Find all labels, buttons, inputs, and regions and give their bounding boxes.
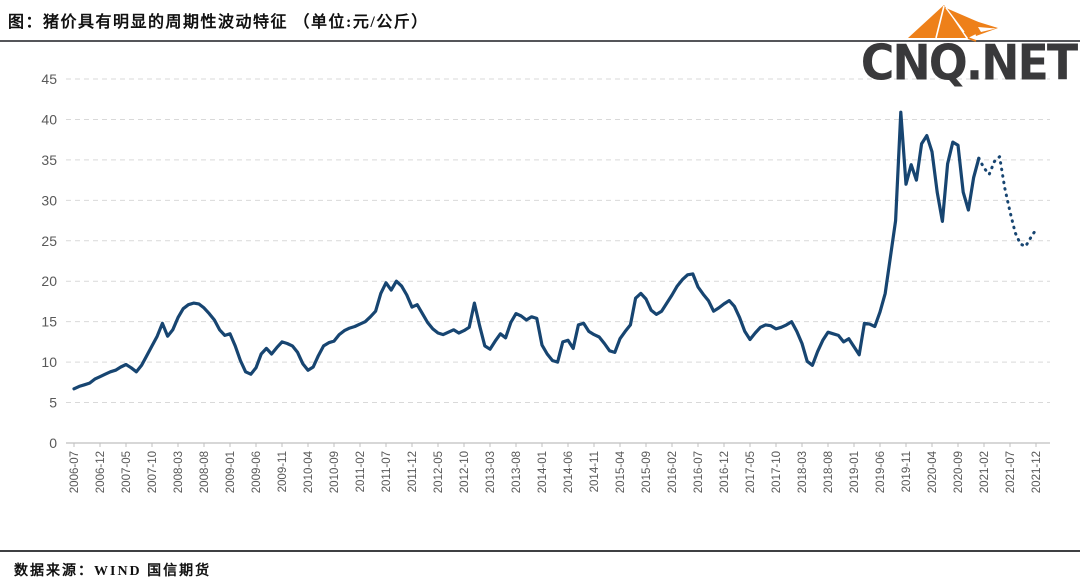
x-tick-label: 2019-11 [901,451,913,492]
data-source: 数据来源：WIND 国信期货 [14,564,212,579]
footer-divider [0,550,1080,552]
y-tick-label: 5 [49,395,57,411]
x-tick-label: 2010-09 [329,451,341,493]
x-tick-label: 2006-07 [69,451,81,493]
x-tick-label: 2014-06 [563,451,575,493]
x-tick-label: 2021-07 [1005,451,1017,493]
x-tick-label: 2006-12 [95,451,107,493]
x-tick-label: 2020-04 [927,450,939,493]
price-line-forecast [977,155,1038,248]
price-line-history [72,110,981,391]
x-tick-label: 2012-05 [433,451,445,493]
x-tick-label: 2007-10 [147,451,159,493]
x-tick-label: 2007-05 [121,451,133,493]
x-tick-label: 2019-06 [875,451,887,493]
x-tick-label: 2018-03 [797,451,809,493]
logo: CNQ.NET [828,0,1080,92]
x-tick-label: 2011-02 [355,451,367,492]
x-tick-label: 2013-03 [485,451,497,493]
x-tick-label: 2015-09 [641,451,653,493]
x-tick-label: 2016-12 [719,451,731,493]
y-tick-label: 10 [41,354,57,370]
x-tick-label: 2009-11 [277,451,289,492]
x-tick-label: 2016-07 [693,451,705,493]
x-tick-label: 2014-01 [537,451,549,493]
x-tick-label: 2009-01 [225,451,237,493]
x-tick-label: 2014-11 [589,451,601,492]
page-title: 图：猪价具有明显的周期性波动特征 （单位:元/公斤） [8,14,429,31]
x-tick-label: 2013-08 [511,451,523,493]
x-tick-label: 2017-05 [745,451,757,493]
x-tick-label: 2008-03 [173,451,185,493]
x-tick-label: 2012-10 [459,451,471,493]
x-tick-label: 2021-12 [1031,451,1043,493]
logo-text: CNQ.NET [860,34,1078,92]
x-tick-label: 2008-08 [199,451,211,493]
y-tick-label: 20 [41,273,57,289]
x-tick-label: 2016-02 [667,451,679,493]
y-tick-label: 45 [41,71,57,87]
x-tick-label: 2011-12 [407,451,419,492]
x-tick-label: 2011-07 [381,451,393,492]
x-tick-label: 2009-06 [251,451,263,493]
y-tick-label: 0 [49,435,57,451]
x-tick-label: 2010-04 [303,450,315,493]
x-tick-label: 2019-01 [849,451,861,493]
y-tick-label: 40 [41,111,57,127]
y-tick-label: 30 [41,192,57,208]
x-tick-label: 2020-09 [953,451,965,493]
title-divider [0,40,1080,42]
y-tick-label: 25 [41,233,57,249]
y-tick-label: 35 [41,152,57,168]
x-tick-label: 2018-08 [823,451,835,493]
x-tick-label: 2017-10 [771,451,783,493]
x-tick-label: 2015-04 [615,450,627,493]
x-tick-label: 2021-02 [979,451,991,493]
y-tick-label: 15 [41,314,57,330]
origami-fox-icon [908,5,998,42]
